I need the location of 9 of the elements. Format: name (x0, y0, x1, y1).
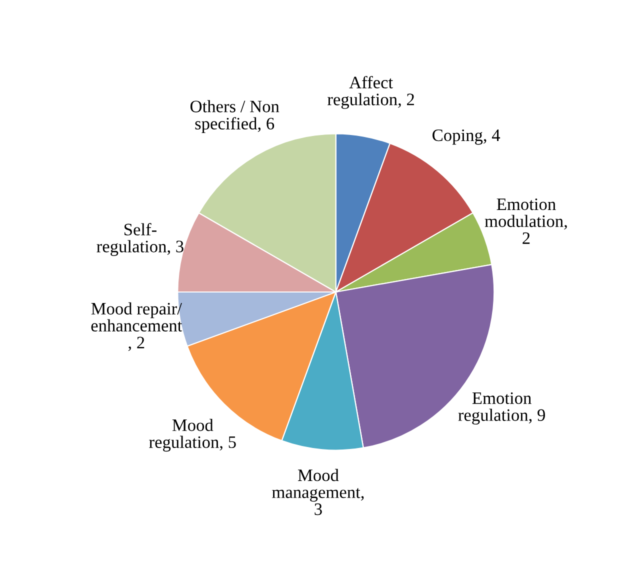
slice-label: Mood repair/ enhancement , 2 (91, 302, 182, 351)
slice-label: Emotion regulation, 9 (458, 392, 545, 425)
slice-label: Mood management, 3 (272, 468, 364, 516)
slice-label: Emotion modulation, 2 (484, 198, 567, 244)
slice-label: Self- regulation, 3 (96, 223, 184, 256)
slice-label: Mood regulation, 5 (149, 418, 236, 452)
slice-label: Affect regulation, 2 (328, 76, 414, 109)
slice-label: Others / Non specified, 6 (190, 100, 280, 134)
slice-label: Coping, 4 (432, 129, 500, 145)
